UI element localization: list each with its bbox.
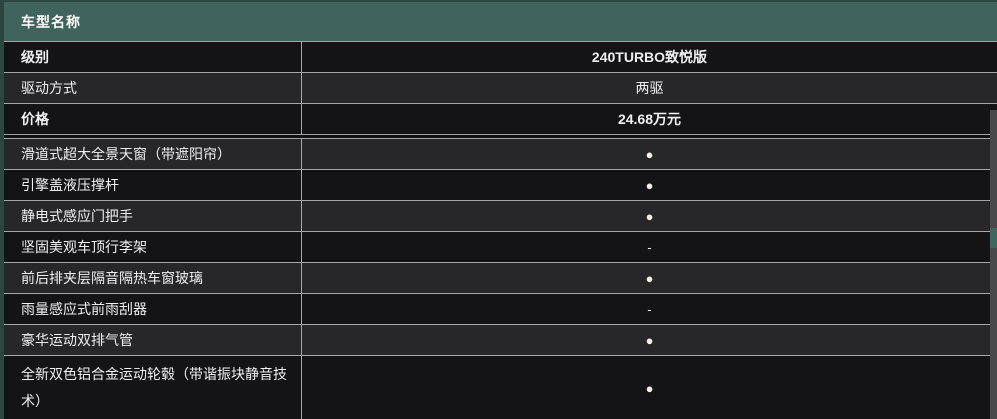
row-value: -: [647, 301, 652, 317]
row-label: 豪华运动双排气管: [4, 325, 302, 355]
row-value: 24.68万元: [617, 111, 682, 127]
row-value: ●: [645, 380, 654, 396]
table-row-feature: 坚固美观车顶行李架 -: [4, 232, 997, 263]
table-header: 车型名称: [4, 0, 997, 42]
row-value: ●: [645, 146, 654, 162]
row-value: 240TURBO致悦版: [591, 49, 708, 65]
row-label: 引擎盖液压撑杆: [4, 170, 302, 200]
row-value: ●: [645, 332, 654, 348]
table-header-title: 车型名称: [21, 13, 81, 30]
row-label: 雨量感应式前雨刮器: [4, 294, 302, 324]
table-row-feature: 静电式感应门把手 ●: [4, 201, 997, 232]
table-row-price: 价格 24.68万元: [4, 104, 997, 135]
row-label: 全新双色铝合金运动轮毂（带谐振块静音技术）: [4, 356, 302, 419]
row-value: ●: [645, 177, 654, 193]
table-row-drivetrain: 驱动方式 两驱: [4, 73, 997, 104]
scrollbar[interactable]: [990, 110, 997, 419]
table-row-feature: 前后排夹层隔音隔热车窗玻璃 ●: [4, 263, 997, 294]
section-divider: [4, 135, 997, 139]
row-label: 驱动方式: [4, 73, 302, 103]
row-value: ●: [645, 208, 654, 224]
row-label: 级别: [4, 42, 302, 72]
row-label: 价格: [4, 104, 302, 134]
table-row-feature: 豪华运动双排气管 ●: [4, 325, 997, 356]
row-value: ●: [645, 270, 654, 286]
table-row-feature: 滑道式超大全景天窗（带遮阳帘） ●: [4, 139, 997, 170]
table-row-feature: 全新双色铝合金运动轮毂（带谐振块静音技术） ●: [4, 356, 997, 419]
row-value: -: [647, 239, 652, 255]
row-label: 前后排夹层隔音隔热车窗玻璃: [4, 263, 302, 293]
row-label: 静电式感应门把手: [4, 201, 302, 231]
table-row-feature: 雨量感应式前雨刮器 -: [4, 294, 997, 325]
row-label: 坚固美观车顶行李架: [4, 232, 302, 262]
table-row-trim-level: 级别 240TURBO致悦版: [4, 42, 997, 73]
row-label: 滑道式超大全景天窗（带遮阳帘）: [4, 139, 302, 169]
row-value: 两驱: [635, 80, 664, 96]
scrollbar-accent: [990, 228, 997, 248]
table-row-feature: 引擎盖液压撑杆 ●: [4, 170, 997, 201]
